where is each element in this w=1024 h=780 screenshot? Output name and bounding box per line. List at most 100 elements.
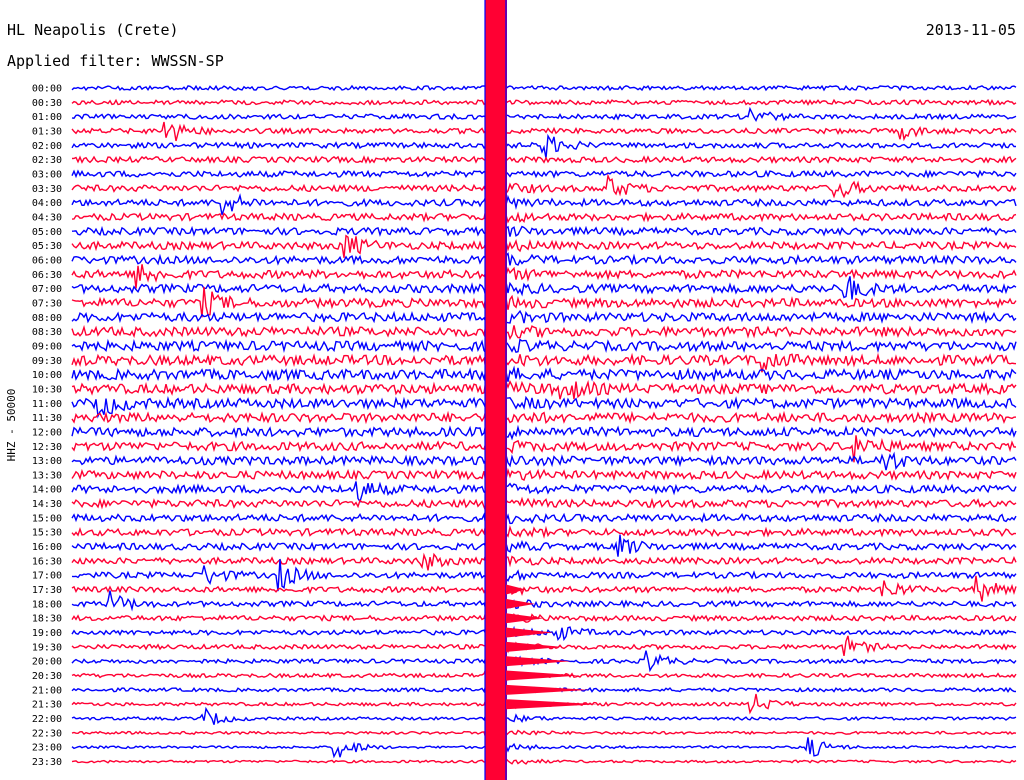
time-tick-label: 20:30 — [32, 671, 62, 682]
trace-line — [71, 421, 1017, 442]
main-event-coda — [505, 699, 598, 710]
time-tick-label: 10:00 — [32, 370, 62, 381]
trace-line — [71, 365, 1017, 383]
trace-line — [71, 155, 1017, 165]
time-tick-label: 00:30 — [32, 98, 62, 109]
trace-line — [71, 351, 1017, 373]
time-tick-label: 04:30 — [32, 212, 62, 223]
trace-line — [71, 286, 1017, 318]
tick-label-group: 00:00 00:30 01:00 01:30 02:00 02:30 03:00 03:30… — [32, 84, 62, 769]
trace-line — [71, 534, 1017, 557]
trace-group — [71, 84, 1017, 767]
trace-line — [71, 609, 1017, 627]
time-tick-label: 08:00 — [32, 313, 62, 324]
time-tick-label: 22:30 — [32, 728, 62, 739]
trace-line — [71, 575, 1017, 602]
time-tick-label: 23:30 — [32, 757, 62, 768]
trace-line — [71, 706, 1017, 727]
main-event-coda — [505, 584, 526, 595]
trace-line — [71, 757, 1017, 767]
time-tick-label: 12:30 — [32, 442, 62, 453]
main-event-coda — [505, 598, 535, 609]
trace-line — [71, 551, 1017, 571]
trace-line — [71, 173, 1017, 199]
time-tick-label: 03:00 — [32, 169, 62, 180]
time-tick-label: 18:00 — [32, 599, 62, 610]
time-tick-label: 19:30 — [32, 642, 62, 653]
trace-line — [71, 467, 1017, 484]
trace-line — [71, 251, 1017, 269]
trace-line — [71, 84, 1017, 92]
time-tick-label: 05:30 — [32, 241, 62, 252]
time-tick-label: 01:30 — [32, 126, 62, 137]
time-tick-label: 00:00 — [32, 84, 62, 95]
main-event-coda — [505, 613, 544, 624]
time-tick-label: 21:30 — [32, 700, 62, 711]
trace-line — [71, 451, 1017, 471]
trace-line — [71, 133, 1016, 159]
main-event-coda — [505, 670, 580, 681]
trace-line — [71, 336, 1017, 357]
trace-line — [71, 193, 1017, 216]
time-tick-label: 13:00 — [32, 456, 62, 467]
time-tick-label: 18:30 — [32, 614, 62, 625]
main-event-coda — [505, 641, 562, 652]
time-tick-label: 05:00 — [32, 227, 62, 238]
time-tick-label: 23:00 — [32, 743, 62, 754]
trace-line — [71, 379, 1017, 400]
time-tick-label: 01:00 — [32, 112, 62, 123]
trace-line — [71, 590, 1017, 613]
time-tick-label: 10:30 — [32, 384, 62, 395]
time-tick-label: 03:30 — [32, 184, 62, 195]
trace-line — [71, 169, 1017, 179]
time-tick-label: 21:00 — [32, 685, 62, 696]
main-event-coda — [505, 684, 589, 695]
date-label: 2013-11-05 — [926, 21, 1016, 39]
time-tick-label: 11:30 — [32, 413, 62, 424]
main-event-group — [484, 0, 598, 780]
time-tick-label: 16:00 — [32, 542, 62, 553]
trace-line — [71, 121, 1017, 142]
trace-line — [71, 392, 1017, 419]
trace-line — [71, 223, 1017, 238]
main-event-saturation-band — [485, 0, 507, 780]
time-tick-label: 22:00 — [32, 714, 62, 725]
trace-line — [71, 208, 1017, 225]
trace-line — [71, 481, 1017, 504]
trace-line — [71, 508, 1017, 527]
trace-line — [71, 98, 1017, 107]
trace-line — [71, 558, 1017, 592]
time-tick-label: 02:30 — [32, 155, 62, 166]
time-tick-label: 08:30 — [32, 327, 62, 338]
trace-line — [71, 264, 1017, 289]
trace-line — [71, 496, 1017, 514]
trace-line — [71, 234, 1017, 258]
trace-line — [71, 106, 1017, 123]
time-tick-label: 04:00 — [32, 198, 62, 209]
time-tick-label: 11:00 — [32, 399, 62, 410]
time-tick-label: 14:00 — [32, 485, 62, 496]
time-tick-label: 13:30 — [32, 470, 62, 481]
time-tick-label: 09:00 — [32, 341, 62, 352]
time-tick-label: 19:00 — [32, 628, 62, 639]
main-event-coda — [505, 656, 571, 667]
time-tick-label: 17:00 — [32, 571, 62, 582]
main-event-coda — [505, 627, 553, 638]
filter-label: Applied filter: WWSSN-SP — [7, 52, 224, 70]
trace-line — [71, 623, 1017, 642]
trace-line — [71, 324, 1017, 341]
time-tick-label: 14:30 — [32, 499, 62, 510]
time-tick-label: 20:00 — [32, 657, 62, 668]
trace-line — [71, 737, 1017, 759]
time-tick-label: 12:00 — [32, 427, 62, 438]
station-title: HL Neapolis (Crete) — [7, 21, 179, 39]
time-tick-label: 09:30 — [32, 356, 62, 367]
trace-line — [71, 725, 1017, 742]
time-tick-label: 02:00 — [32, 141, 62, 152]
time-tick-label: 16:30 — [32, 556, 62, 567]
trace-line — [71, 435, 1017, 463]
trace-line — [71, 276, 1017, 300]
time-tick-label: 17:30 — [32, 585, 62, 596]
time-tick-label: 07:00 — [32, 284, 62, 295]
